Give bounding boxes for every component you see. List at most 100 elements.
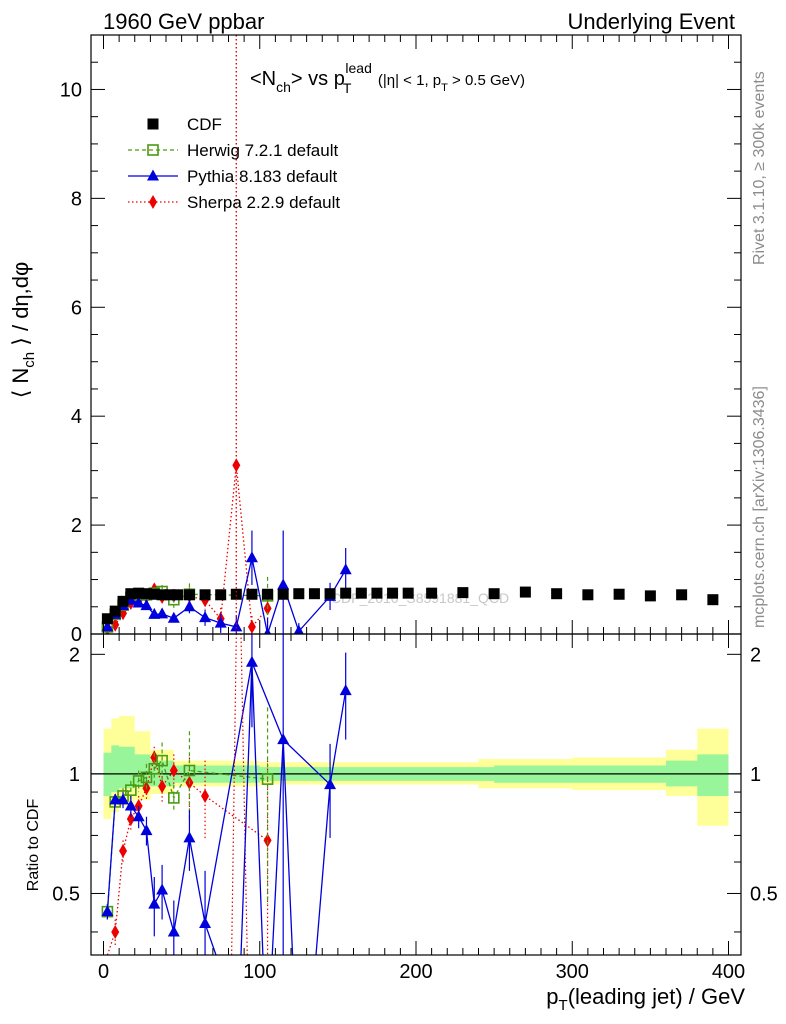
cdf-point	[613, 588, 625, 600]
sherpa-ratio-point	[150, 750, 159, 765]
pythia-ratio-offscale	[271, 739, 294, 955]
legend-marker-herwig	[147, 144, 159, 156]
cdf-point	[148, 588, 160, 600]
pythia-ratio-point	[167, 925, 180, 937]
legend-marker-sherpa	[149, 195, 157, 209]
ratio-band-green	[103, 745, 729, 796]
herwig-ratio-point	[156, 754, 168, 767]
sherpa-ratio-point	[158, 779, 167, 794]
pythia-ratio-point	[148, 897, 161, 909]
cdf-point	[293, 588, 305, 600]
header-left: 1960 GeV ppbar	[103, 9, 264, 34]
herwig-ratio-point	[132, 775, 145, 787]
pythia-ratio-point	[339, 684, 352, 696]
x-axis-label: pT(leading jet) / GeV	[546, 984, 745, 1014]
cdf-point	[140, 588, 152, 600]
cdf-point	[426, 587, 438, 599]
y-tick-label: 2	[71, 515, 82, 537]
pythia-point	[264, 627, 272, 634]
cdf-point	[355, 587, 367, 599]
pythia-point	[293, 624, 304, 634]
sherpa-ratio-point	[263, 833, 272, 848]
cdf-point	[371, 587, 383, 599]
plot-title: <Nch> vs pTlead(|η| < 1, pT > 0.5 GeV)	[250, 60, 525, 96]
cdf-point	[676, 589, 688, 601]
x-tick-label: 100	[243, 961, 276, 983]
pythia-point	[230, 620, 243, 632]
main-plot	[101, 35, 719, 634]
herwig-ratio-point	[148, 762, 161, 775]
title-lhs: <N	[250, 68, 276, 90]
sherpa-point	[111, 617, 120, 632]
cdf-point	[387, 587, 399, 599]
pythia-ratio-offscale	[204, 923, 217, 955]
title-mid: > vs p	[291, 68, 345, 90]
sherpa-point	[232, 458, 241, 473]
ratio-tick-label-right: 1	[750, 764, 761, 786]
cdf-point	[183, 589, 195, 601]
ratio-series	[101, 634, 352, 955]
pythia-point	[167, 611, 180, 623]
ratio-tick-label-right: 0.5	[750, 883, 778, 905]
x-tick-label: 200	[399, 961, 432, 983]
herwig-ratio-point	[125, 784, 137, 796]
cdf-point	[582, 589, 594, 601]
pythia-point	[199, 611, 212, 623]
cdf-point	[277, 588, 289, 600]
ratio-tick-label-left: 1	[69, 764, 80, 786]
y-axis-label-main: ⟨ Nch ⟩ / dη,dφ	[8, 262, 38, 399]
cdf-point	[707, 594, 719, 606]
x-tick-label: 400	[712, 961, 745, 983]
cdf-point	[340, 587, 352, 599]
y-axis-label-ratio: Ratio to CDF	[25, 799, 42, 892]
ratio-frame	[90, 633, 742, 956]
pythia-point	[101, 620, 114, 632]
pythia-ratio-point	[117, 793, 130, 805]
ratio-uncertainty-bands	[91, 715, 741, 826]
x-tick-label: 0	[98, 961, 109, 983]
legend-marker-cdf	[147, 118, 159, 130]
pythia-ratio-offscale	[315, 784, 331, 955]
pythia-ratio-point	[183, 831, 196, 843]
pythia-point	[214, 616, 227, 628]
pythia-ratio-point	[124, 799, 137, 811]
x-tick-label: 300	[556, 961, 589, 983]
pythia-point	[277, 578, 290, 590]
pythia-ratio-point	[140, 824, 153, 836]
pythia-point	[132, 596, 145, 608]
title-condT: T	[441, 82, 448, 94]
sherpa-ratio-point	[119, 843, 128, 858]
title-cond1: (|η| < 1, p	[378, 72, 441, 89]
cdf-point	[551, 588, 563, 600]
y-tick-label: 0	[71, 624, 82, 646]
pythia-ratio-point	[245, 655, 258, 667]
title-T: T	[343, 80, 352, 96]
sherpa-line	[107, 465, 269, 630]
cdf-point	[457, 587, 469, 599]
pythia-point	[148, 607, 161, 619]
cdf-point	[324, 588, 336, 600]
cdf-point	[133, 587, 145, 599]
pythia-ratio-point	[199, 917, 212, 929]
legend-label-sherpa: Sherpa 2.2.9 default	[187, 193, 340, 212]
cdf-point	[230, 588, 242, 600]
pythia-ratio-point	[109, 793, 122, 805]
pythia-ratio-point	[277, 733, 290, 745]
cdf-point	[109, 605, 121, 617]
cdf-point	[199, 589, 211, 601]
herwig-ratio-point	[261, 773, 274, 785]
cdf-point	[164, 589, 176, 601]
cdf-point	[156, 589, 168, 601]
title-ch: ch	[276, 79, 291, 95]
ratio-tick-label-left: 0.5	[52, 883, 80, 905]
legend-label-cdf: CDF	[187, 115, 222, 134]
header-right: Underlying Event	[567, 9, 735, 34]
sherpa-ratio-point	[111, 924, 120, 939]
cdf-point	[644, 590, 656, 602]
cdf-point	[117, 595, 129, 607]
title-lead: lead	[345, 60, 371, 76]
herwig-ratio-point	[168, 792, 180, 804]
sherpa-ratio-point	[201, 788, 210, 803]
legend-label-pythia: Pythia 8.183 default	[187, 167, 338, 186]
